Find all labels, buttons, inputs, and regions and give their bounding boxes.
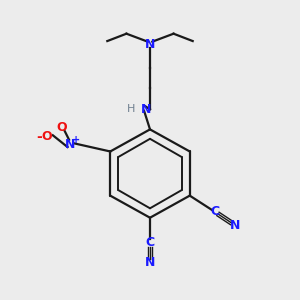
Text: N: N	[145, 256, 155, 269]
Text: O: O	[56, 122, 67, 134]
Text: N: N	[140, 103, 151, 116]
Text: O: O	[42, 130, 52, 143]
Text: C: C	[146, 236, 154, 249]
Text: -: -	[36, 130, 42, 144]
Text: N: N	[145, 38, 155, 51]
Text: H: H	[127, 104, 135, 114]
Text: +: +	[72, 135, 80, 145]
Text: C: C	[210, 205, 219, 218]
Text: N: N	[230, 219, 240, 232]
Text: N: N	[65, 138, 76, 151]
